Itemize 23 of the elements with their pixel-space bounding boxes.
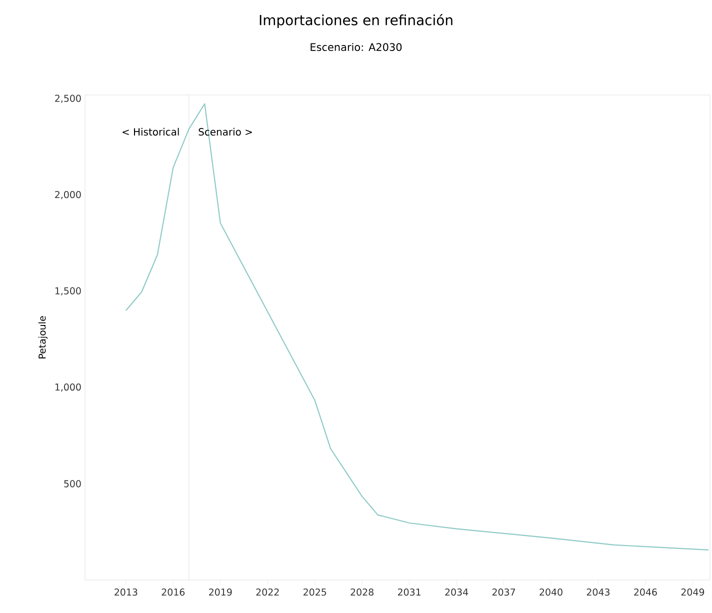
x-tick-label: 2025: [304, 588, 326, 596]
y-tick-label: 2,500: [55, 94, 81, 103]
y-tick-label: 1,000: [55, 383, 81, 392]
annotation: < Historical: [122, 128, 179, 136]
x-tick-label: 2049: [681, 588, 704, 596]
x-tick-label: 2016: [162, 588, 185, 596]
y-tick-label: 1,500: [55, 287, 81, 296]
chart-title: Importaciones en refinación: [260, 14, 452, 28]
y-tick-label: 500: [64, 480, 81, 488]
x-tick-label: 2034: [445, 588, 468, 596]
x-tick-label: 2013: [114, 588, 138, 596]
y-axis-title: Petajoule: [38, 316, 48, 358]
x-tick-label: 2046: [634, 588, 657, 596]
x-tick-label: 2031: [398, 588, 420, 596]
x-tick-label: 2040: [540, 588, 562, 596]
x-tick-label: 2043: [586, 588, 610, 596]
annotation: Scenario >: [198, 128, 252, 136]
x-tick-label: 2028: [350, 588, 374, 596]
x-tick-label: 2037: [492, 588, 516, 596]
x-tick-label: 2022: [256, 588, 279, 596]
chart-subtitle: Escenario: A2030: [310, 42, 402, 52]
x-tick-label: 2019: [209, 588, 232, 596]
y-tick-label: 2,000: [55, 190, 81, 200]
